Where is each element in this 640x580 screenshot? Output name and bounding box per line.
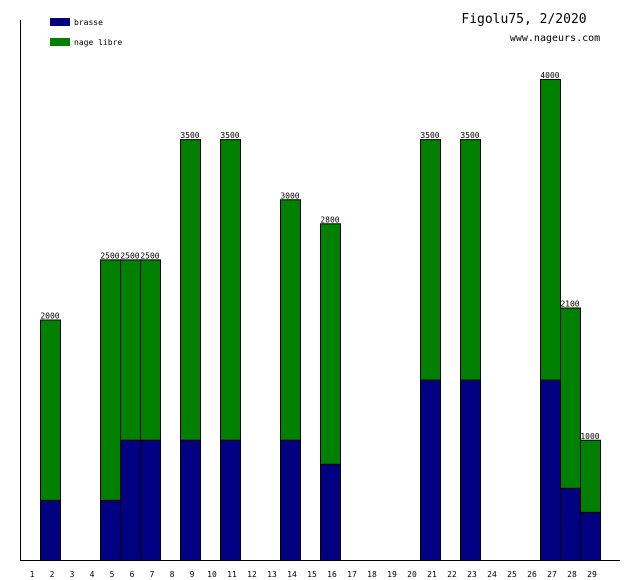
x-tick-label: 1 bbox=[30, 570, 35, 579]
x-tick-label: 17 bbox=[347, 570, 357, 579]
legend: brasse nage libre bbox=[50, 18, 122, 47]
chart-title: Figolu75, 2/2020 bbox=[461, 12, 586, 27]
x-tick-label: 14 bbox=[287, 570, 297, 579]
x-tick-label: 13 bbox=[267, 570, 277, 579]
x-tick-label: 29 bbox=[587, 570, 597, 579]
bar-brasse-16 bbox=[320, 463, 341, 561]
x-tick-label: 12 bbox=[247, 570, 257, 579]
x-tick-label: 7 bbox=[150, 570, 155, 579]
x-tick-label: 22 bbox=[447, 570, 457, 579]
x-tick-label: 6 bbox=[130, 570, 135, 579]
x-tick-label: 8 bbox=[170, 570, 175, 579]
chart-subtitle: www.nageurs.com bbox=[510, 33, 600, 44]
bar-brasse-9 bbox=[180, 439, 201, 561]
total-label: 4000 bbox=[540, 71, 559, 80]
total-label: 2100 bbox=[560, 299, 579, 308]
bar-brasse-7 bbox=[140, 439, 161, 561]
x-tick-label: 3 bbox=[70, 570, 75, 579]
total-label: 2800 bbox=[320, 215, 339, 224]
total-label: 2500 bbox=[140, 251, 159, 260]
x-tick-label: 16 bbox=[327, 570, 337, 579]
x-tick-label: 26 bbox=[527, 570, 537, 579]
x-tick-label: 20 bbox=[407, 570, 417, 579]
bar-nage-libre-6 bbox=[120, 259, 141, 441]
bars bbox=[40, 79, 601, 562]
x-tick-label: 11 bbox=[227, 570, 237, 579]
total-label: 1000 bbox=[580, 432, 599, 441]
bar-nage-libre-2 bbox=[40, 319, 61, 501]
x-tick-label: 28 bbox=[567, 570, 577, 579]
x-tick-label: 2 bbox=[50, 570, 55, 579]
bar-brasse-21 bbox=[420, 379, 441, 561]
x-tick-label: 24 bbox=[487, 570, 497, 579]
x-tick-labels: 1 2 3 4 5 6 7 8 9 10 11 12 13 14 15 16 17 18 19 20 21 22 23 24 2… bbox=[30, 570, 597, 579]
x-tick-label: 19 bbox=[387, 570, 397, 579]
bar-nage-libre-21 bbox=[420, 139, 441, 381]
x-tick-label: 18 bbox=[367, 570, 377, 579]
total-label: 3000 bbox=[280, 191, 299, 200]
bar-nage-libre-5 bbox=[100, 259, 121, 501]
bar-nage-libre-23 bbox=[460, 139, 481, 381]
bar-nage-libre-7 bbox=[140, 259, 161, 441]
total-label: 3500 bbox=[220, 131, 239, 140]
x-tick-label: 5 bbox=[110, 570, 115, 579]
bar-nage-libre-16 bbox=[320, 223, 341, 465]
bar-nage-libre-11 bbox=[220, 139, 241, 441]
legend-swatch-brasse bbox=[50, 18, 70, 26]
x-tick-label: 9 bbox=[190, 570, 195, 579]
bar-brasse-28 bbox=[560, 487, 581, 562]
legend-label: nage libre bbox=[74, 38, 122, 47]
total-label: 3500 bbox=[180, 131, 199, 140]
x-tick-label: 21 bbox=[427, 570, 437, 579]
bar-nage-libre-14 bbox=[280, 199, 301, 441]
x-tick-label: 27 bbox=[547, 570, 557, 579]
bar-nage-libre-27 bbox=[540, 79, 561, 381]
bar-brasse-29 bbox=[580, 511, 601, 562]
total-label: 2000 bbox=[40, 312, 59, 321]
bar-brasse-14 bbox=[280, 439, 301, 561]
total-label: 3500 bbox=[420, 131, 439, 140]
total-label: 2500 bbox=[100, 251, 119, 260]
bar-brasse-5 bbox=[100, 499, 121, 561]
x-tick-label: 4 bbox=[90, 570, 95, 579]
bar-brasse-6 bbox=[120, 439, 141, 561]
bar-nage-libre-9 bbox=[180, 139, 201, 441]
legend-swatch-nage-libre bbox=[50, 38, 70, 46]
total-label: 2500 bbox=[120, 251, 139, 260]
x-tick-label: 15 bbox=[307, 570, 317, 579]
bar-brasse-23 bbox=[460, 379, 481, 561]
x-tick-label: 25 bbox=[507, 570, 517, 579]
bar-nage-libre-29 bbox=[580, 439, 601, 513]
x-tick-label: 23 bbox=[467, 570, 477, 579]
x-tick-label: 10 bbox=[207, 570, 217, 579]
bar-brasse-2 bbox=[40, 499, 61, 561]
bar-brasse-27 bbox=[540, 379, 561, 561]
legend-label: brasse bbox=[74, 18, 103, 27]
bar-nage-libre-28 bbox=[560, 307, 581, 489]
bar-brasse-11 bbox=[220, 439, 241, 561]
total-label: 3500 bbox=[460, 131, 479, 140]
